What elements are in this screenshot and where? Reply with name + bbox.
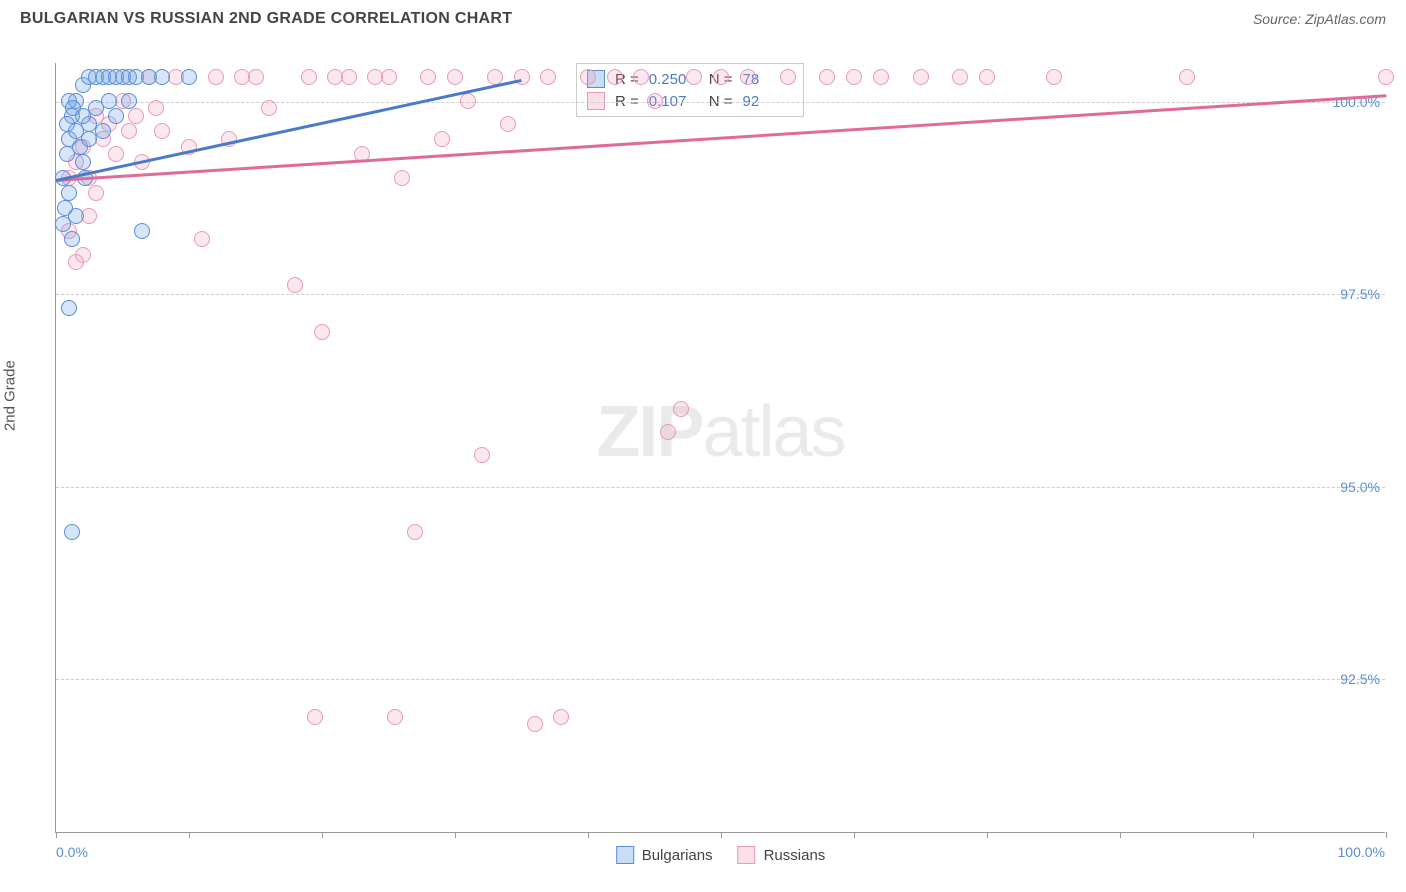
data-point bbox=[540, 69, 556, 85]
data-point bbox=[819, 69, 835, 85]
data-point bbox=[134, 223, 150, 239]
series-legend: Bulgarians Russians bbox=[616, 846, 826, 864]
data-point bbox=[447, 69, 463, 85]
xaxis-label-left: 0.0% bbox=[56, 844, 88, 860]
data-point bbox=[88, 185, 104, 201]
data-point bbox=[314, 324, 330, 340]
data-point bbox=[181, 69, 197, 85]
data-point bbox=[686, 69, 702, 85]
data-point bbox=[341, 69, 357, 85]
data-point bbox=[434, 131, 450, 147]
data-point bbox=[121, 93, 137, 109]
watermark: ZIPatlas bbox=[596, 391, 844, 473]
data-point bbox=[420, 69, 436, 85]
data-point bbox=[301, 69, 317, 85]
data-point bbox=[873, 69, 889, 85]
data-point bbox=[580, 69, 596, 85]
data-point bbox=[740, 69, 756, 85]
data-point bbox=[121, 123, 137, 139]
data-point bbox=[673, 401, 689, 417]
data-point bbox=[633, 69, 649, 85]
ytick-label: 92.5% bbox=[1340, 671, 1380, 687]
data-point bbox=[75, 154, 91, 170]
xtick bbox=[322, 832, 323, 838]
ytick-label: 97.5% bbox=[1340, 286, 1380, 302]
xtick bbox=[455, 832, 456, 838]
data-point bbox=[61, 185, 77, 201]
data-point bbox=[607, 69, 623, 85]
y-axis-label: 2nd Grade bbox=[2, 360, 19, 431]
data-point bbox=[68, 254, 84, 270]
plot-area: ZIPatlas R = 0.250 N = 78 R = 0.107 N = … bbox=[55, 63, 1385, 833]
xtick bbox=[1120, 832, 1121, 838]
data-point bbox=[61, 300, 77, 316]
data-point bbox=[248, 69, 264, 85]
xtick bbox=[588, 832, 589, 838]
data-point bbox=[1378, 69, 1394, 85]
gridline bbox=[56, 487, 1385, 488]
data-point bbox=[128, 108, 144, 124]
gridline bbox=[56, 102, 1385, 103]
data-point bbox=[261, 100, 277, 116]
data-point bbox=[287, 277, 303, 293]
data-point bbox=[500, 116, 516, 132]
data-point bbox=[108, 146, 124, 162]
data-point bbox=[108, 108, 124, 124]
data-point bbox=[979, 69, 995, 85]
data-point bbox=[68, 208, 84, 224]
data-point bbox=[148, 100, 164, 116]
data-point bbox=[95, 123, 111, 139]
data-point bbox=[208, 69, 224, 85]
data-point bbox=[952, 69, 968, 85]
data-point bbox=[913, 69, 929, 85]
data-point bbox=[1046, 69, 1062, 85]
gridline bbox=[56, 679, 1385, 680]
data-point bbox=[387, 709, 403, 725]
xtick bbox=[1386, 832, 1387, 838]
data-point bbox=[64, 524, 80, 540]
swatch-pink-icon bbox=[738, 846, 756, 864]
xtick bbox=[854, 832, 855, 838]
data-point bbox=[713, 69, 729, 85]
data-point bbox=[407, 524, 423, 540]
data-point bbox=[846, 69, 862, 85]
legend-item-bulgarians: Bulgarians bbox=[616, 846, 713, 864]
data-point bbox=[514, 69, 530, 85]
data-point bbox=[527, 716, 543, 732]
data-point bbox=[64, 231, 80, 247]
xtick bbox=[987, 832, 988, 838]
data-point bbox=[394, 170, 410, 186]
legend-item-russians: Russians bbox=[738, 846, 826, 864]
data-point bbox=[307, 709, 323, 725]
data-point bbox=[1179, 69, 1195, 85]
data-point bbox=[474, 447, 490, 463]
data-point bbox=[553, 709, 569, 725]
gridline bbox=[56, 294, 1385, 295]
data-point bbox=[194, 231, 210, 247]
data-point bbox=[154, 123, 170, 139]
xaxis-label-right: 100.0% bbox=[1338, 844, 1385, 860]
data-point bbox=[780, 69, 796, 85]
swatch-blue-icon bbox=[616, 846, 634, 864]
xtick bbox=[721, 832, 722, 838]
chart-container: 2nd Grade ZIPatlas R = 0.250 N = 78 R = … bbox=[0, 33, 1406, 883]
data-point bbox=[460, 93, 476, 109]
data-point bbox=[660, 424, 676, 440]
data-point bbox=[647, 93, 663, 109]
xtick bbox=[1253, 832, 1254, 838]
chart-title: BULGARIAN VS RUSSIAN 2ND GRADE CORRELATI… bbox=[20, 10, 512, 28]
data-point bbox=[75, 108, 91, 124]
data-point bbox=[154, 69, 170, 85]
source-attribution: Source: ZipAtlas.com bbox=[1253, 11, 1386, 27]
xtick bbox=[56, 832, 57, 838]
xtick bbox=[189, 832, 190, 838]
data-point bbox=[101, 93, 117, 109]
ytick-label: 95.0% bbox=[1340, 479, 1380, 495]
data-point bbox=[381, 69, 397, 85]
